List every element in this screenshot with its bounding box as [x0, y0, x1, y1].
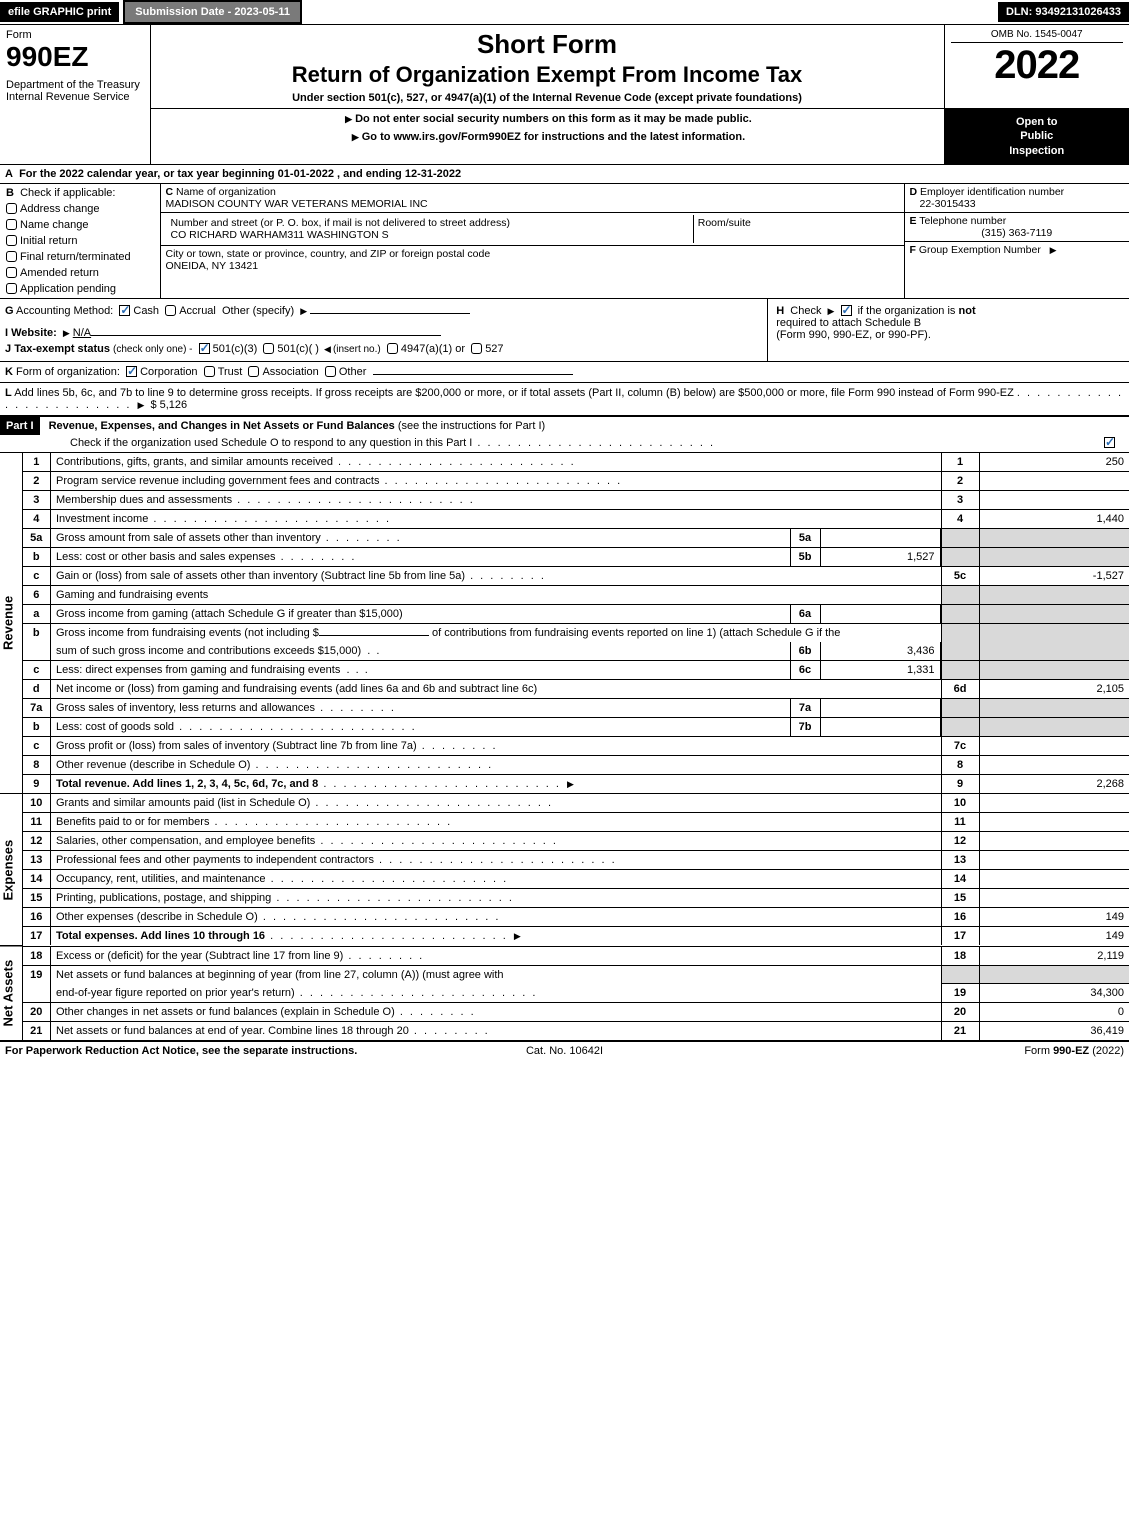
- org-name: MADISON COUNTY WAR VETERANS MEMORIAL INC: [166, 198, 428, 210]
- top-bar: efile GRAPHIC print Submission Date - 20…: [0, 0, 1129, 25]
- form-header: Form 990EZ Department of the Treasury In…: [0, 25, 1129, 164]
- g-h-row: G Accounting Method: Cash Accrual Other …: [0, 299, 1129, 362]
- line-3: 3 Membership dues and assessments 3: [23, 490, 1129, 509]
- chk-cash[interactable]: [119, 305, 130, 316]
- chk-final-return[interactable]: [6, 251, 17, 262]
- line-19-cont: end-of-year figure reported on prior yea…: [23, 984, 1129, 1003]
- line-7a: 7a Gross sales of inventory, less return…: [23, 698, 1129, 717]
- section-b: B Check if applicable: Address change Na…: [0, 184, 160, 299]
- chk-trust[interactable]: [204, 366, 215, 377]
- line-16: 16Other expenses (describe in Schedule O…: [23, 908, 1129, 927]
- chk-application-pending[interactable]: [6, 283, 17, 294]
- chk-amended-return[interactable]: [6, 267, 17, 278]
- line-5b: b Less: cost or other basis and sales ex…: [23, 547, 1129, 566]
- chk-501c3[interactable]: [199, 343, 210, 354]
- chk-corp[interactable]: [126, 366, 137, 377]
- ein-value: 22-3015433: [910, 198, 976, 210]
- expenses-section: Expenses 10Grants and similar amounts pa…: [0, 793, 1129, 946]
- part-i-check-note: Check if the organization used Schedule …: [70, 437, 472, 449]
- line-7b: b Less: cost of goods sold 7b: [23, 717, 1129, 736]
- net-assets-section: Net Assets 18Excess or (deficit) for the…: [0, 946, 1129, 1042]
- line-17: 17Total expenses. Add lines 10 through 1…: [23, 927, 1129, 946]
- line-a: A For the 2022 calendar year, or tax yea…: [0, 164, 1129, 184]
- website-label: Website:: [11, 327, 57, 339]
- revenue-side-label: Revenue: [0, 453, 22, 793]
- addr-label: Number and street (or P. O. box, if mail…: [166, 215, 694, 243]
- title-short: Short Form: [157, 29, 938, 60]
- line-18: 18Excess or (deficit) for the year (Subt…: [23, 947, 1129, 966]
- chk-4947[interactable]: [387, 343, 398, 354]
- line-6a: a Gross income from gaming (attach Sched…: [23, 604, 1129, 623]
- line-7c: c Gross profit or (loss) from sales of i…: [23, 736, 1129, 755]
- dln-label: DLN: 93492131026433: [998, 2, 1129, 22]
- efile-label: efile GRAPHIC print: [0, 2, 119, 22]
- title-sub: Under section 501(c), 527, or 4947(a)(1)…: [157, 92, 938, 104]
- room-suite-label: Room/suite: [693, 215, 898, 243]
- chk-501c[interactable]: [263, 343, 274, 354]
- line-14: 14Occupancy, rent, utilities, and mainte…: [23, 870, 1129, 889]
- dept-label: Department of the Treasury Internal Reve…: [6, 79, 144, 103]
- chk-accrual[interactable]: [165, 305, 176, 316]
- line-11: 11Benefits paid to or for members11: [23, 813, 1129, 832]
- open-to-public: Open to Public Inspection: [945, 109, 1129, 164]
- chk-name-change[interactable]: [6, 219, 17, 230]
- revenue-section: Revenue 1 Contributions, gifts, grants, …: [0, 453, 1129, 794]
- line-9: 9 Total revenue. Add lines 1, 2, 3, 4, 5…: [23, 774, 1129, 793]
- c-name-label: Name of organization: [176, 186, 276, 198]
- page-footer: For Paperwork Reduction Act Notice, see …: [0, 1041, 1129, 1060]
- chk-address-change[interactable]: [6, 203, 17, 214]
- chk-other-org[interactable]: [325, 366, 336, 377]
- line-13: 13Professional fees and other payments t…: [23, 851, 1129, 870]
- line-l-amount: $ 5,126: [150, 399, 187, 411]
- chk-schedule-o[interactable]: [1104, 437, 1115, 448]
- line-5a: 5a Gross amount from sale of assets othe…: [23, 528, 1129, 547]
- section-d-e-f: D Employer identification number22-30154…: [904, 184, 1129, 299]
- title-main: Return of Organization Exempt From Incom…: [157, 62, 938, 88]
- omb-label: OMB No. 1545-0047: [951, 29, 1124, 43]
- chk-schedule-b[interactable]: [841, 305, 852, 316]
- website-value: N/A: [73, 327, 91, 339]
- line-6: 6 Gaming and fundraising events: [23, 585, 1129, 604]
- form-number: 990EZ: [6, 41, 144, 73]
- line-19: 19 Net assets or fund balances at beginn…: [23, 965, 1129, 984]
- line-1: 1 Contributions, gifts, grants, and simi…: [23, 453, 1129, 472]
- line-10: 10Grants and similar amounts paid (list …: [23, 794, 1129, 813]
- line-6b: b Gross income from fundraising events (…: [23, 623, 1129, 642]
- line-4: 4 Investment income 4 1,440: [23, 509, 1129, 528]
- line-2: 2 Program service revenue including gove…: [23, 471, 1129, 490]
- city-label: City or town, state or province, country…: [166, 248, 491, 260]
- line-15: 15Printing, publications, postage, and s…: [23, 889, 1129, 908]
- line-20: 20Other changes in net assets or fund ba…: [23, 1003, 1129, 1022]
- netassets-side-label: Net Assets: [0, 946, 22, 1041]
- line-6d: d Net income or (loss) from gaming and f…: [23, 679, 1129, 698]
- line-21: 21Net assets or fund balances at end of …: [23, 1022, 1129, 1041]
- expenses-side-label: Expenses: [0, 794, 22, 946]
- line-l: L Add lines 5b, 6c, and 7b to line 9 to …: [0, 383, 1129, 416]
- chk-assoc[interactable]: [248, 366, 259, 377]
- submission-date: Submission Date - 2023-05-11: [123, 0, 302, 24]
- line-5c: c Gain or (loss) from sale of assets oth…: [23, 566, 1129, 585]
- accounting-method-label: Accounting Method:: [16, 305, 113, 317]
- line-8: 8 Other revenue (describe in Schedule O)…: [23, 755, 1129, 774]
- chk-527[interactable]: [471, 343, 482, 354]
- tax-year: 2022: [951, 43, 1124, 88]
- line-12: 12Salaries, other compensation, and empl…: [23, 832, 1129, 851]
- chk-initial-return[interactable]: [6, 235, 17, 246]
- ssn-warning: Do not enter social security numbers on …: [355, 113, 752, 125]
- form-word: Form: [6, 29, 144, 41]
- part-i-header: Part I Revenue, Expenses, and Changes in…: [0, 416, 1129, 453]
- goto-link[interactable]: Go to www.irs.gov/Form990EZ for instruct…: [362, 131, 745, 143]
- line-6b-cont: sum of such gross income and contributio…: [23, 642, 1129, 661]
- org-address: CO RICHARD WARHAM311 WASHINGTON S: [171, 229, 389, 241]
- org-info-block: B Check if applicable: Address change Na…: [0, 184, 1129, 299]
- org-city: ONEIDA, NY 13421: [166, 260, 259, 272]
- line-k: K Form of organization: Corporation Trus…: [0, 362, 1129, 383]
- phone-value: (315) 363-7119: [910, 227, 1125, 239]
- footer-form: 990-EZ: [1053, 1045, 1089, 1057]
- j-label: Tax-exempt status: [14, 343, 110, 355]
- footer-cat: Cat. No. 10642I: [378, 1045, 751, 1057]
- footer-left: For Paperwork Reduction Act Notice, see …: [5, 1045, 357, 1057]
- line-6c: c Less: direct expenses from gaming and …: [23, 660, 1129, 679]
